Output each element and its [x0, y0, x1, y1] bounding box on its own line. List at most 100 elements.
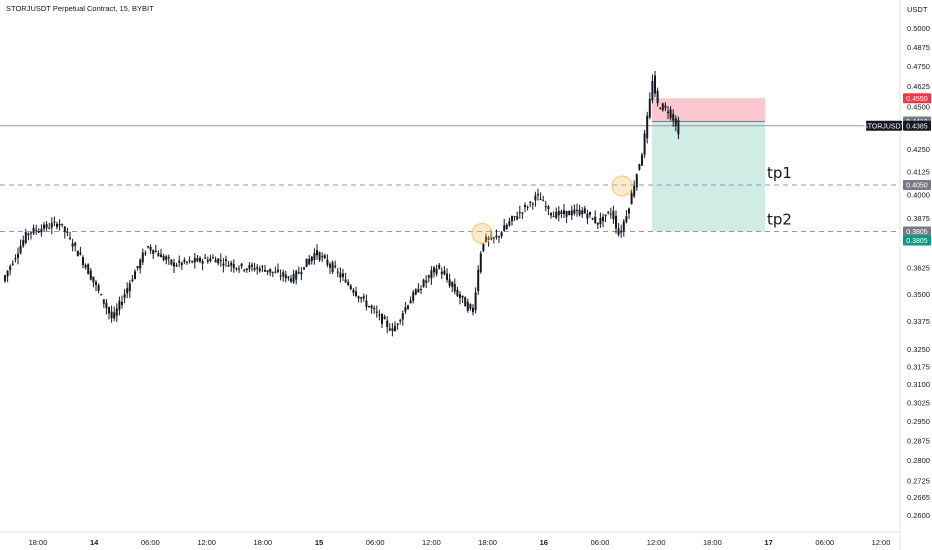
candle-body — [456, 289, 459, 296]
candle-body — [248, 265, 251, 269]
candle-body — [464, 297, 467, 307]
candle-body — [274, 271, 277, 273]
candle-body — [451, 281, 454, 287]
candle-body — [48, 227, 51, 229]
candle-body — [61, 223, 64, 225]
candle-body — [58, 223, 61, 226]
candle-body — [180, 262, 183, 266]
candle-body — [212, 257, 214, 259]
candle-body — [35, 229, 38, 231]
candle-body — [414, 289, 417, 295]
candle-body — [407, 305, 409, 309]
candle-body — [446, 273, 448, 280]
candle-body — [292, 274, 295, 283]
candle-body — [235, 268, 238, 270]
candle-body — [318, 252, 321, 260]
candle-body — [349, 285, 352, 290]
candle-body — [188, 259, 191, 261]
candle-body — [175, 264, 178, 266]
candle-body — [355, 291, 357, 297]
candle-body — [102, 299, 105, 304]
price-tick-label: 0.4625 — [907, 82, 930, 91]
currency-label: USDT — [907, 5, 928, 14]
candle-body — [659, 108, 662, 110]
candle-body — [669, 109, 672, 119]
price-tag — [903, 180, 931, 191]
highlight-circle[interactable] — [471, 223, 493, 245]
time-tick-label: 15 — [315, 538, 323, 547]
candle-body — [401, 313, 404, 320]
candle-body — [243, 269, 246, 271]
candle-body — [417, 288, 420, 293]
candle-body — [165, 256, 168, 261]
candle-body — [461, 295, 464, 298]
candle-body — [388, 328, 391, 331]
candle-body — [576, 209, 578, 211]
highlight-circle[interactable] — [611, 175, 633, 197]
candle-body — [422, 279, 425, 287]
candle-body — [425, 280, 428, 283]
candle-body — [336, 271, 339, 273]
candle-body — [602, 216, 604, 222]
candle-body — [282, 272, 285, 277]
candle-body — [334, 265, 337, 268]
candle-body — [513, 216, 516, 218]
candle-body — [37, 231, 40, 233]
candle-body — [654, 75, 656, 94]
candle-body — [170, 259, 173, 265]
price-tick-label: 0.3875 — [907, 214, 930, 223]
candle-body — [646, 115, 649, 139]
candle-body — [581, 210, 584, 215]
candle-body — [191, 261, 194, 263]
candle-body — [573, 209, 576, 214]
candle-body — [469, 303, 472, 309]
candle-body — [199, 257, 201, 262]
candle-body — [269, 268, 272, 273]
candle-body — [123, 294, 126, 298]
candle-body — [144, 252, 147, 254]
candle-body — [547, 206, 550, 209]
candle-body — [162, 255, 165, 260]
price-tag — [903, 120, 931, 131]
candle-body — [121, 302, 123, 305]
candle-body — [433, 267, 435, 273]
candle-body — [620, 230, 623, 233]
candle-body — [196, 258, 199, 262]
candle-body — [240, 263, 243, 267]
candle-body — [27, 233, 30, 236]
candle-body — [672, 113, 675, 121]
candle-body — [555, 212, 558, 218]
candle-body — [178, 260, 181, 263]
candle-body — [472, 307, 474, 313]
candle-body — [412, 292, 415, 301]
candle-body — [368, 306, 370, 308]
price-tag — [866, 120, 902, 131]
price-tick-label: 0.4250 — [907, 145, 930, 154]
candle-body — [500, 232, 503, 237]
time-tick-label: 12:00 — [197, 538, 216, 547]
candle-body — [6, 270, 9, 277]
candle-body — [160, 254, 162, 258]
candle-body — [638, 164, 641, 170]
candle-body — [76, 250, 79, 257]
annotation-label[interactable]: tp1 — [767, 164, 792, 182]
stop-loss-zone[interactable] — [652, 98, 765, 122]
take-profit-zone[interactable] — [652, 121, 765, 232]
candle-body — [539, 198, 542, 201]
price-tick-label: 0.2800 — [907, 456, 930, 465]
candle-body — [661, 103, 664, 111]
candle-body — [667, 111, 669, 114]
candle-body — [529, 201, 532, 203]
candle-body — [438, 264, 441, 269]
candle-body — [360, 297, 363, 299]
price-tick-label: 0.4750 — [907, 62, 930, 71]
annotation-label[interactable]: tp2 — [767, 211, 792, 229]
candle-body — [323, 255, 326, 259]
candle-body — [136, 266, 139, 269]
candle-body — [308, 258, 311, 265]
candle-body — [305, 258, 308, 267]
candle-body — [578, 209, 581, 215]
candle-body — [357, 296, 360, 299]
candle-body — [365, 300, 368, 307]
